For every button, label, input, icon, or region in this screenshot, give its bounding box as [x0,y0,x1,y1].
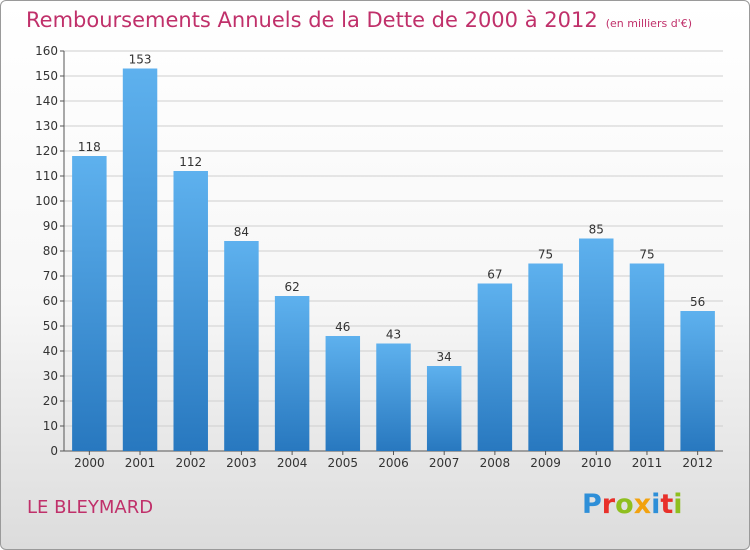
data-label: 56 [690,295,705,309]
bar-2011 [629,263,665,451]
y-tick-label: 150 [35,69,58,83]
data-label: 43 [386,328,401,342]
x-tick-label: 2011 [632,456,663,470]
y-tick-label: 10 [43,419,58,433]
bar-2004 [274,296,310,451]
logo-letter: P [582,489,602,520]
data-labels: 118 153 112 84 62 46 43 34 67 75 85 75 56 [78,53,705,365]
x-tick-label: 2001 [125,456,156,470]
proxiti-logo: Proxiti [582,489,683,520]
y-tick-label: 30 [43,369,58,383]
x-tick-label: 2003 [226,456,257,470]
data-label: 118 [78,140,101,154]
chart-title: Remboursements Annuels de la Dette de 20… [26,8,692,32]
x-tick-label: 2006 [378,456,409,470]
logo-letter: i [651,489,661,520]
bar-2002 [173,171,208,451]
logo-letter: i [673,489,683,520]
x-tick-label: 2002 [175,456,206,470]
bar-2001 [122,68,158,451]
data-label: 85 [589,223,604,237]
x-tick-label: 2008 [480,456,511,470]
data-label: 84 [234,225,249,239]
x-tick-label: 2007 [429,456,460,470]
logo-letter: o [615,489,634,520]
data-label: 62 [284,280,299,294]
bar-2003 [224,241,259,451]
y-tick-label: 100 [35,194,58,208]
bar-2009 [528,263,563,451]
y-tick-label: 70 [43,269,58,283]
data-label: 75 [639,248,654,262]
y-tick-label: 50 [43,319,58,333]
y-tick-label: 20 [43,394,58,408]
logo-letter: t [660,489,674,520]
x-tick-label: 2005 [328,456,359,470]
data-label: 34 [437,350,452,364]
bar-2006 [376,343,411,451]
chart-subtitle: (en milliers d'€) [605,17,692,30]
chart-title-main: Remboursements Annuels de la Dette de 20… [26,8,598,32]
bar-2010 [579,238,614,451]
y-tick-label: 40 [43,344,58,358]
x-tick-label: 2000 [74,456,105,470]
axes: 0 10 20 30 40 50 60 70 80 90 100 110 120 130 140 150 160… [35,44,723,470]
y-tick-label: 130 [35,119,58,133]
place-name: LE BLEYMARD [27,497,154,518]
data-label: 75 [538,248,553,262]
logo-letter: x [633,489,652,520]
x-tick-label: 2009 [530,456,561,470]
y-tick-label: 120 [35,144,58,158]
y-tick-label: 160 [35,44,58,58]
data-label: 67 [487,268,502,282]
bar-2008 [477,283,513,451]
logo-letter: r [601,489,616,520]
bar-2007 [426,366,462,451]
bar-2005 [325,336,361,451]
data-label: 46 [335,320,350,334]
y-tick-label: 80 [43,244,58,258]
bar-2000 [72,156,107,451]
x-tick-label: 2004 [277,456,308,470]
y-tick-label: 60 [43,294,58,308]
y-tick-label: 0 [50,444,58,458]
data-label: 153 [129,53,152,67]
y-tick-label: 90 [43,219,58,233]
bar-2012 [680,311,715,451]
x-tick-label: 2012 [682,456,713,470]
x-tick-label: 2010 [581,456,612,470]
y-tick-label: 140 [35,94,58,108]
bars [72,68,715,451]
y-tick-label: 110 [35,169,58,183]
data-label: 112 [179,155,202,169]
